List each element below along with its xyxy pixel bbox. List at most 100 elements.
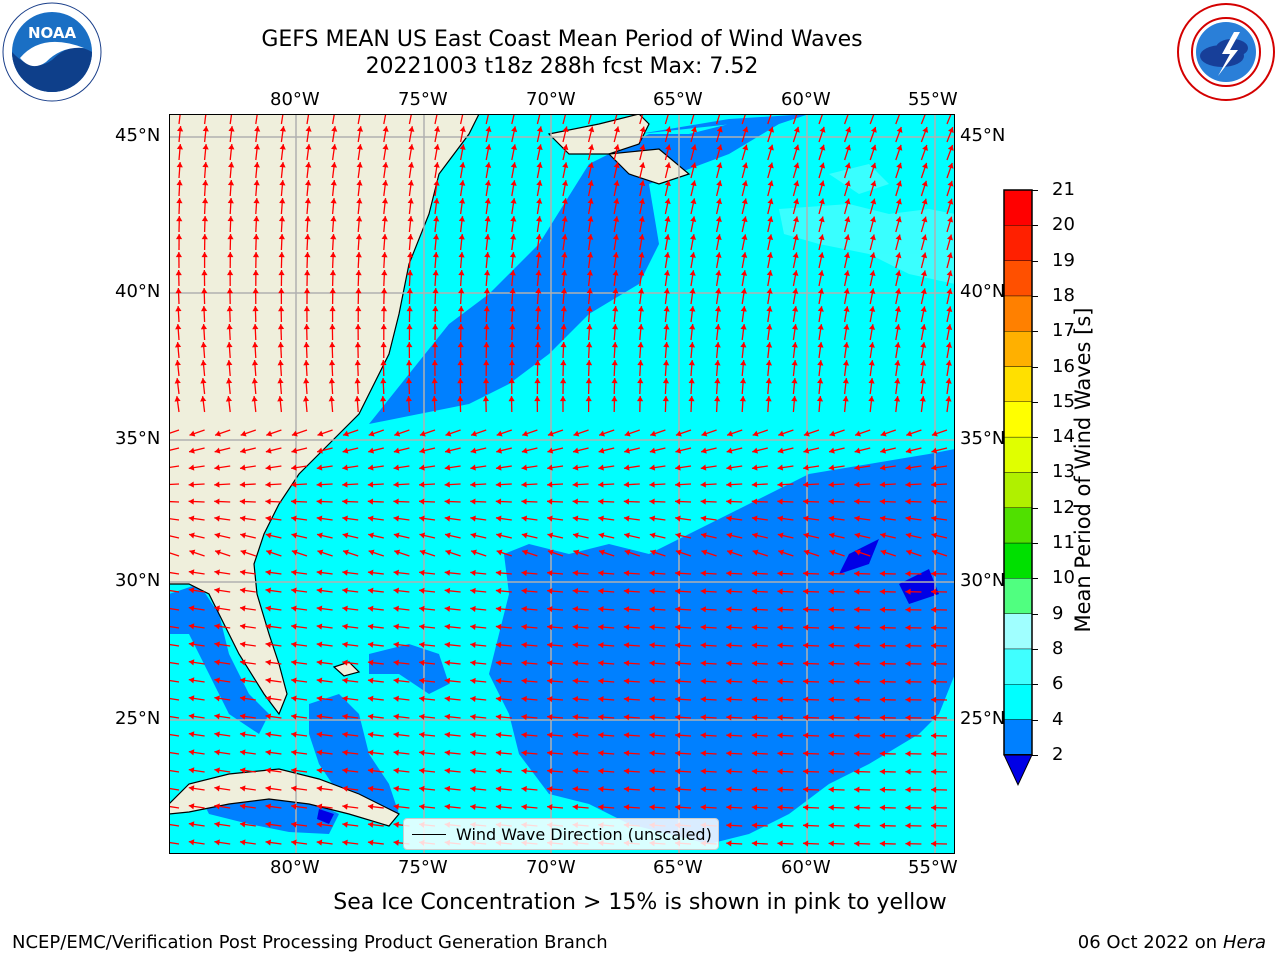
wave-direction-arrow [663,342,670,359]
wave-direction-arrow [649,786,666,793]
wave-direction-arrow [201,251,208,269]
wave-direction-arrow [265,623,282,630]
wave-direction-arrow [444,498,461,505]
wave-direction-arrow [200,378,207,395]
wave-direction-arrow [726,804,743,811]
wave-direction-arrow [470,605,487,612]
colorbar-tick-mark [1032,754,1038,756]
wave-direction-arrow [906,549,922,557]
wave-direction-arrow [470,677,487,684]
wave-direction-arrow [880,532,896,539]
wave-direction-arrow [664,252,671,269]
wave-direction-arrow [279,144,286,161]
wave-direction-arrow [265,659,282,666]
wave-direction-arrow [674,786,692,793]
wave-direction-arrow [316,623,333,630]
wave-direction-arrow [905,464,922,471]
wave-direction-arrow [663,324,670,341]
wave-direction-arrow [470,429,487,437]
wave-direction-arrow [828,606,845,613]
colorbar-tick-mark [1032,366,1038,368]
wave-direction-arrow [700,532,717,539]
wave-direction-arrow [791,360,798,377]
colorbar-segment [1003,542,1033,579]
wave-direction-arrow [598,570,615,577]
wave-direction-arrow [291,515,308,522]
wave-direction-arrow [393,767,410,774]
wave-direction-arrow [419,605,436,612]
wave-direction-arrow [828,678,845,685]
wave-direction-arrow [484,234,491,251]
wave-direction-arrow [828,660,845,667]
wave-direction-arrow [802,768,820,775]
wave-direction-arrow [663,306,670,323]
wave-direction-arrow [355,233,363,251]
wave-direction-arrow [802,624,820,631]
colorbar-segment [1003,648,1033,685]
wave-direction-arrow [613,180,620,197]
wave-direction-arrow [265,447,282,454]
wave-direction-arrow [688,377,695,395]
wave-direction-arrow [251,378,258,395]
wave-direction-arrow [879,840,896,847]
wave-direction-arrow [715,126,723,143]
wave-direction-arrow [740,360,747,377]
wave-direction-arrow [649,732,666,739]
wave-direction-arrow [623,714,640,721]
wave-direction-arrow [664,126,672,143]
wave-direction-arrow [572,786,589,793]
wave-direction-arrow [214,821,231,828]
colorbar-tick-label: 8 [1052,637,1064,659]
wave-direction-arrow [406,305,413,323]
wave-direction-arrow [674,481,692,488]
wave-direction-arrow [674,714,692,721]
wave-direction-arrow [612,270,619,287]
wave-direction-arrow [444,623,461,630]
wave-direction-arrow [367,785,384,792]
wave-direction-arrow [828,570,845,577]
wave-direction-arrow [200,323,208,341]
wave-direction-arrow [278,269,285,287]
wave-direction-arrow [393,641,410,648]
colorbar-tick-label: 6 [1052,673,1064,695]
wave-direction-arrow [895,234,902,251]
wave-direction-arrow [854,429,871,437]
wave-direction-arrow [817,288,825,305]
wave-direction-arrow [751,642,768,649]
wave-direction-arrow [649,588,666,595]
colorbar-tick-label: 2 [1052,743,1064,765]
wave-direction-arrow [522,549,538,557]
wave-direction-arrow [572,696,589,703]
wave-direction-arrow [188,641,205,648]
wave-direction-arrow [726,498,743,505]
wave-direction-arrow [342,803,359,810]
wave-direction-arrow [752,447,768,454]
wave-direction-arrow [510,216,517,233]
wave-direction-arrow [547,549,564,557]
wave-direction-arrow [470,447,487,454]
wave-direction-arrow [572,750,589,757]
wave-direction-arrow [715,198,723,215]
wave-direction-arrow [674,750,692,757]
wave-direction-arrow [239,481,256,488]
wave-direction-arrow [739,395,746,413]
wave-direction-arrow [214,749,231,756]
wave-direction-arrow [495,659,512,667]
wave-direction-arrow [649,532,666,539]
wave-direction-arrow [766,324,773,341]
wave-direction-arrow [906,429,922,437]
map-panel: Wind Wave Direction (unscaled) [162,108,956,855]
wave-direction-arrow [674,570,692,577]
wave-direction-arrow [380,323,387,341]
wave-direction-arrow [521,713,538,721]
wave-direction-arrow [547,731,564,739]
wave-direction-arrow [459,162,466,179]
wave-direction-arrow [239,587,256,594]
wave-direction-arrow [201,269,208,287]
wave-direction-arrow [239,785,256,792]
wave-direction-arrow [305,126,312,143]
wave-direction-arrow [380,341,387,359]
wave-direction-arrow [572,678,589,685]
wave-direction-arrow [598,447,615,454]
wave-direction-arrow [354,341,362,359]
